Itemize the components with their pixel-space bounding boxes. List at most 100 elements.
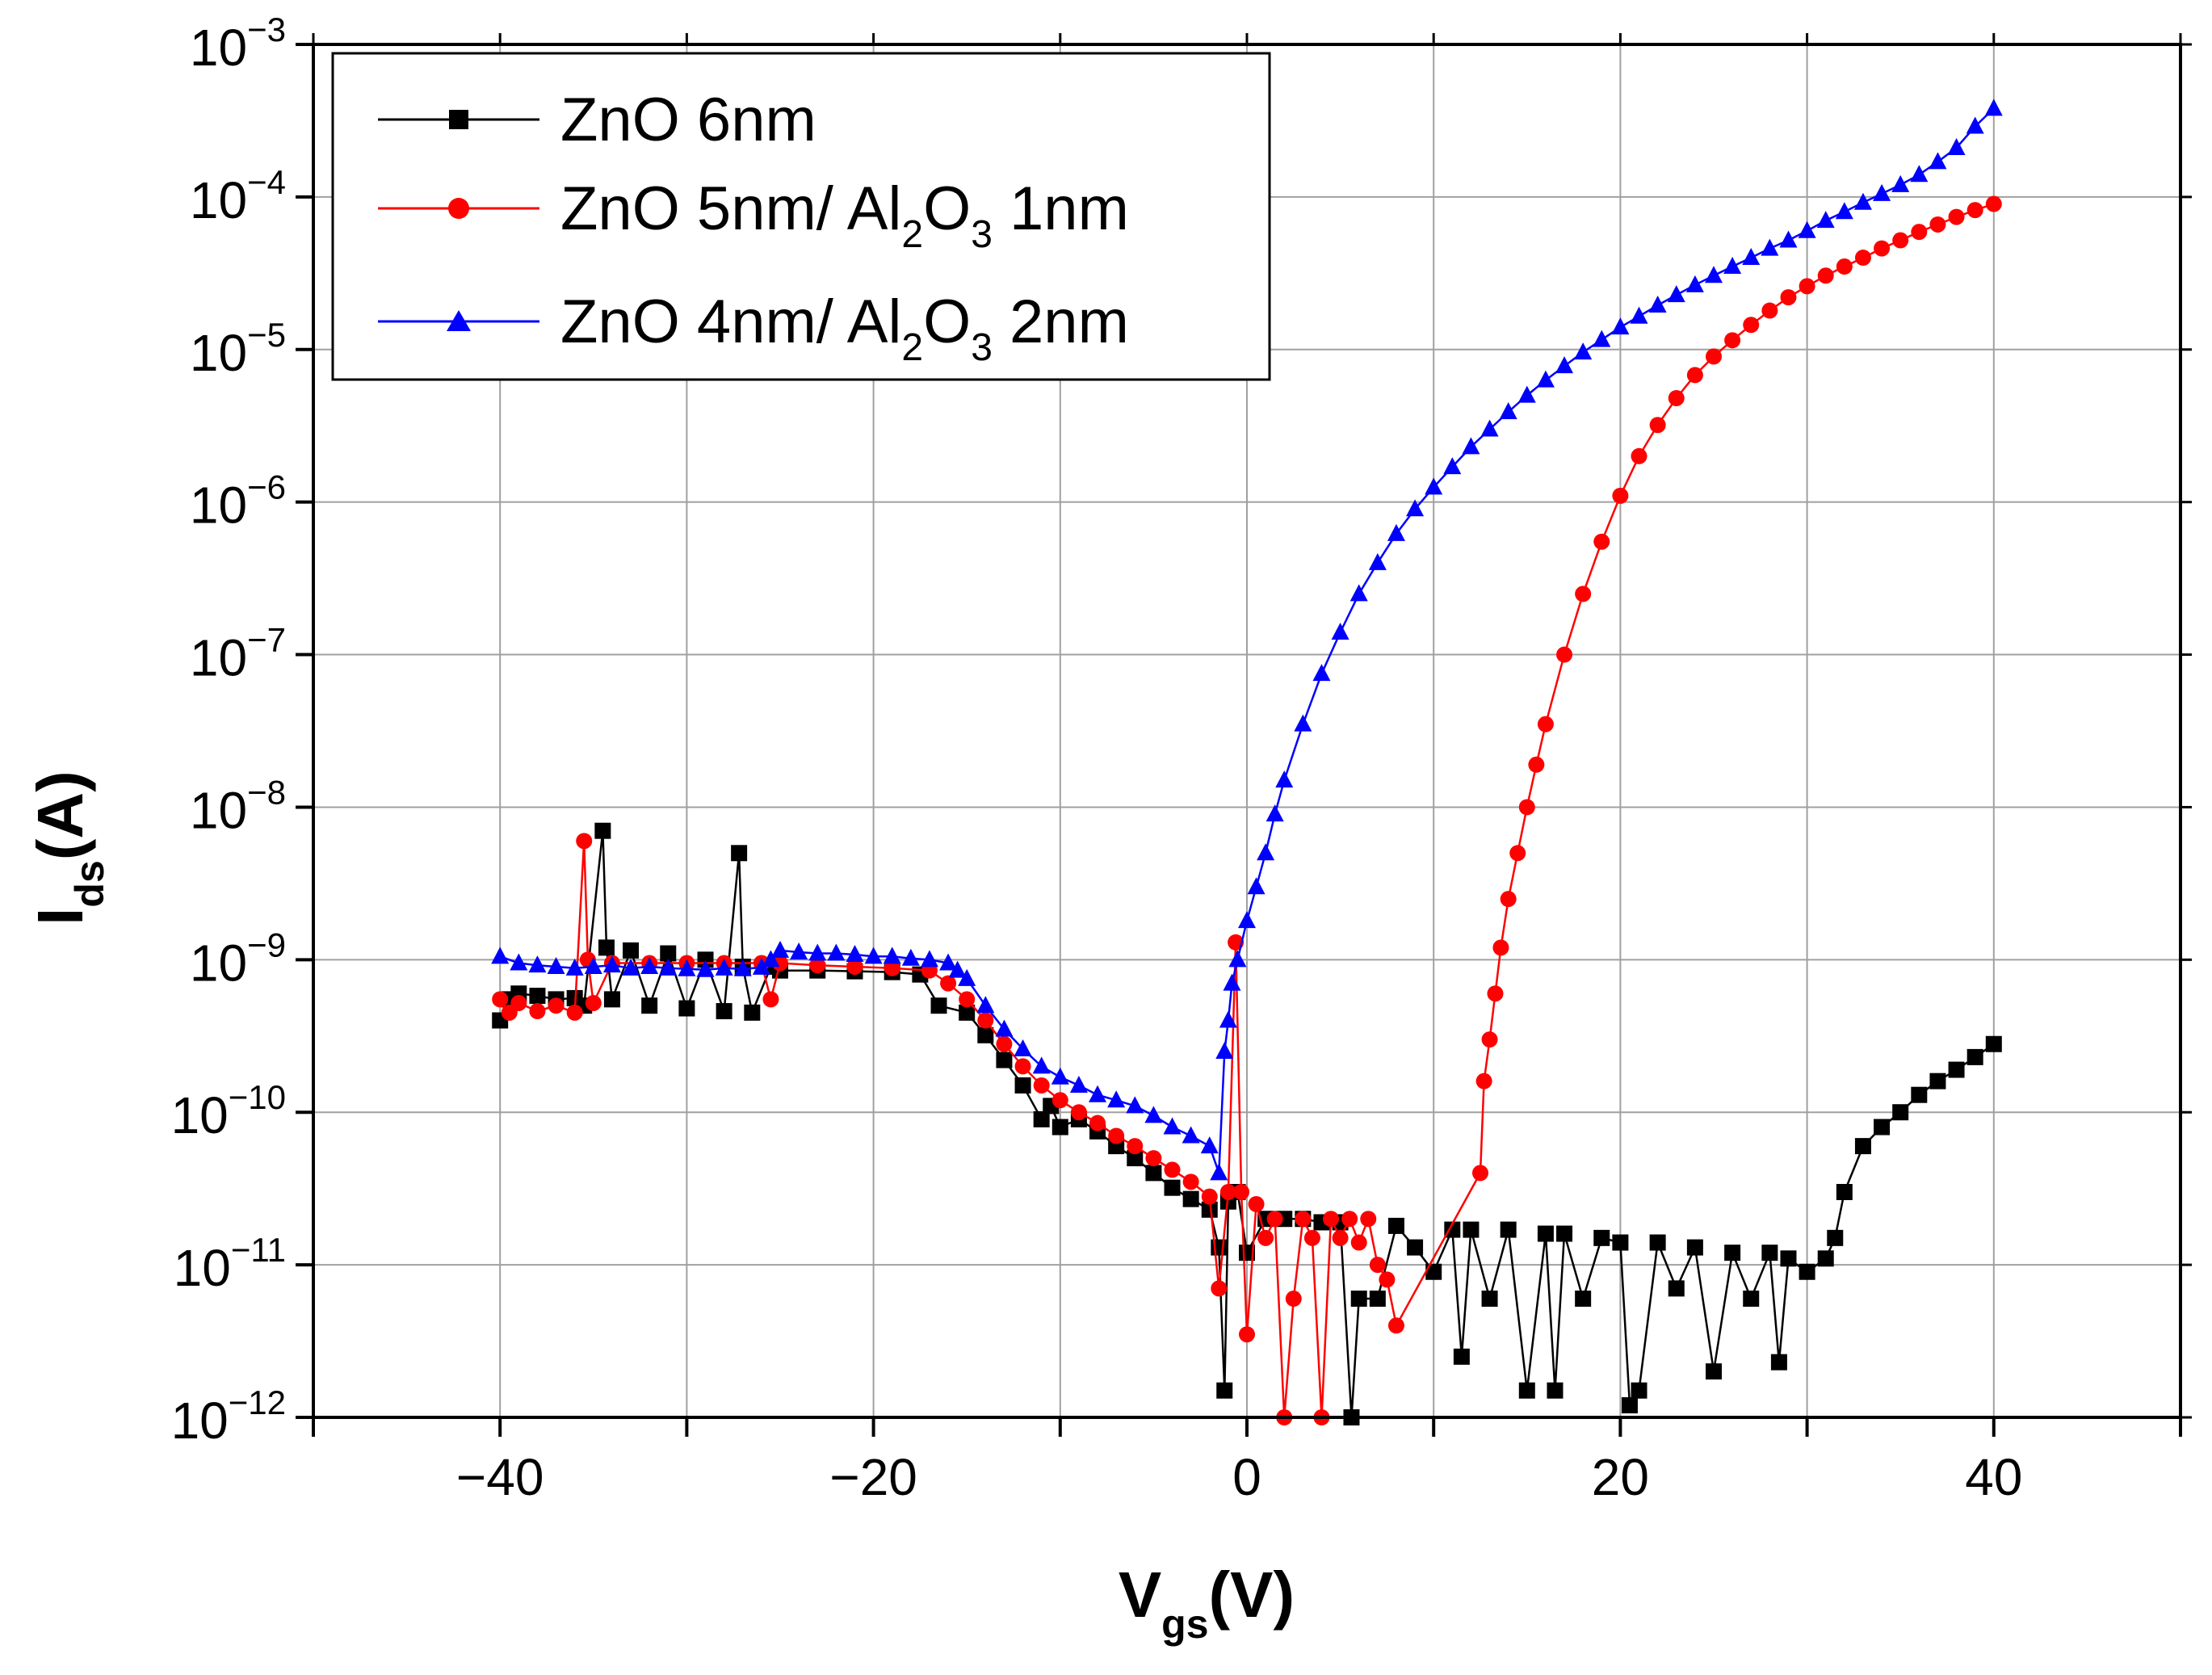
y-tick-base: 10 — [190, 19, 247, 77]
data-point-triangle — [1761, 238, 1779, 256]
data-point-triangle — [1873, 183, 1891, 201]
data-point-circle — [1706, 348, 1722, 365]
data-point-square — [1014, 1077, 1031, 1094]
data-point-triangle — [1480, 419, 1499, 437]
y-tick-exponent: −3 — [247, 10, 286, 48]
y-tick-base: 10 — [190, 171, 247, 229]
data-point-triangle — [790, 942, 808, 960]
data-point-square — [1182, 1190, 1199, 1207]
x-tick-label: 0 — [1232, 1448, 1261, 1506]
data-point-square — [1547, 1382, 1564, 1399]
series-3 — [491, 99, 2003, 1181]
data-point-triangle — [948, 960, 967, 978]
data-point-circle — [959, 991, 976, 1008]
data-point-circle — [1948, 208, 1965, 225]
x-tick-label: −20 — [829, 1448, 917, 1506]
y-axis-title-unit: (A) — [24, 770, 96, 860]
data-point-triangle — [1219, 1010, 1237, 1028]
data-point-square — [1537, 1225, 1554, 1242]
data-point-square — [1929, 1073, 1946, 1089]
data-point-square — [678, 1000, 695, 1017]
y-tick-exponent: −9 — [247, 926, 286, 963]
data-point-square — [744, 1004, 761, 1021]
y-tick-exponent: −4 — [247, 163, 286, 201]
legend-3-mid: O — [923, 288, 971, 356]
data-point-circle — [1233, 1183, 1250, 1200]
data-point-circle — [1492, 939, 1509, 956]
data-point-circle — [1836, 258, 1853, 275]
data-point-triangle — [1984, 99, 2003, 116]
data-point-triangle — [696, 959, 715, 977]
x-tick-label: −40 — [456, 1448, 544, 1506]
data-point-triangle — [715, 958, 733, 976]
data-point-circle — [762, 991, 779, 1008]
data-point-triangle — [1275, 770, 1294, 788]
y-tick-exponent: −11 — [231, 1231, 286, 1269]
legend-marker-circle — [448, 198, 469, 219]
data-point-triangle — [1779, 230, 1798, 248]
data-point-circle — [1070, 1104, 1087, 1121]
data-point-triangle — [1536, 370, 1555, 388]
data-point-circle — [576, 833, 593, 850]
x-tick-label: 40 — [1965, 1448, 2022, 1506]
data-point-square — [1621, 1397, 1638, 1414]
data-point-circle — [1145, 1150, 1162, 1167]
y-tick-label: 10−3 — [190, 10, 286, 77]
data-point-circle — [1164, 1161, 1181, 1178]
data-point-triangle — [622, 958, 640, 976]
data-point-triangle — [1051, 1067, 1069, 1085]
y-axis-title-sub: ds — [67, 860, 112, 907]
data-point-circle — [492, 991, 509, 1008]
data-point-square — [1051, 1119, 1068, 1136]
data-point-circle — [772, 955, 788, 972]
data-point-triangle — [920, 950, 938, 968]
data-point-square — [1948, 1061, 1965, 1078]
data-point-triangle — [846, 945, 864, 963]
data-point-triangle — [1144, 1106, 1163, 1123]
data-point-square — [623, 942, 640, 959]
data-point-square — [1892, 1104, 1909, 1121]
legend-label-zno-4nm: ZnO 4nm/ Al2O3 2nm — [560, 288, 1129, 369]
data-point-circle — [1487, 985, 1504, 1002]
data-point-square — [594, 822, 611, 839]
data-point-square — [1500, 1221, 1517, 1238]
data-point-triangle — [958, 968, 976, 986]
data-point-square — [930, 997, 947, 1014]
data-point-triangle — [640, 956, 659, 974]
data-point-triangle — [1853, 192, 1872, 210]
data-point-triangle — [1126, 1096, 1144, 1114]
data-point-circle — [548, 997, 565, 1014]
y-tick-base: 10 — [174, 1239, 231, 1297]
data-point-triangle — [1210, 1163, 1228, 1181]
data-point-circle — [1929, 216, 1946, 233]
y-tick-exponent: −10 — [229, 1078, 286, 1116]
data-point-circle — [1500, 891, 1517, 908]
y-tick-label: 10−7 — [190, 621, 286, 687]
data-point-circle — [1332, 1229, 1349, 1246]
data-point-circle — [1360, 1211, 1377, 1228]
data-point-square — [1575, 1291, 1592, 1308]
data-point-circle — [1509, 845, 1526, 862]
data-point-circle — [846, 958, 863, 975]
data-point-triangle — [1723, 257, 1742, 275]
data-point-triangle — [1089, 1085, 1107, 1102]
data-point-circle — [1631, 447, 1647, 464]
data-point-circle — [1182, 1173, 1199, 1190]
y-tick-base: 10 — [190, 476, 247, 535]
data-point-square — [731, 845, 748, 862]
data-point-triangle — [1835, 202, 1853, 220]
data-point-triangle — [1705, 266, 1723, 283]
data-point-triangle — [1247, 877, 1265, 895]
legend-2-sub1: 2 — [901, 213, 923, 256]
data-point-triangle — [1294, 714, 1312, 732]
data-point-circle — [1743, 317, 1760, 334]
data-point-square — [1649, 1234, 1666, 1251]
data-point-triangle — [1406, 499, 1425, 517]
legend-3-tail: 2nm — [993, 288, 1129, 356]
y-tick-label: 10−6 — [190, 468, 286, 535]
data-point-circle — [1575, 586, 1592, 602]
data-point-circle — [1051, 1092, 1068, 1109]
data-point-square — [1686, 1239, 1703, 1256]
data-point-circle — [1780, 289, 1797, 306]
